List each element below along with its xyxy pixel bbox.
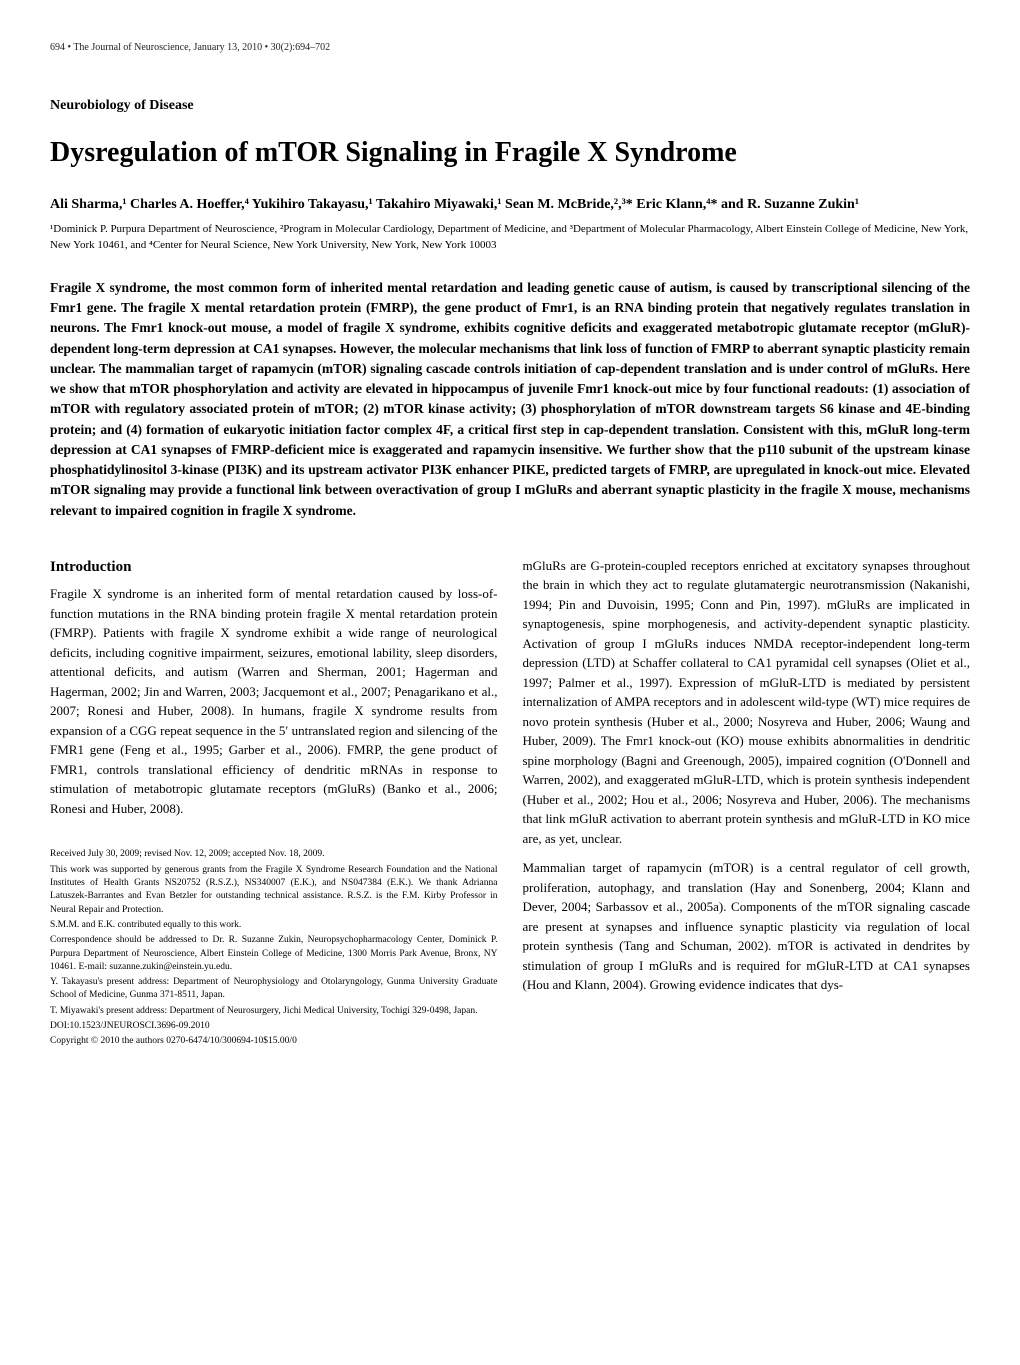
- correspondence-note: Correspondence should be addressed to Dr…: [50, 934, 498, 974]
- contribution-note: S.M.M. and E.K. contributed equally to t…: [50, 919, 498, 932]
- article-title: Dysregulation of mTOR Signaling in Fragi…: [50, 136, 970, 170]
- abstract-text: Fragile X syndrome, the most common form…: [50, 278, 970, 521]
- received-date: Received July 30, 2009; revised Nov. 12,…: [50, 848, 498, 861]
- right-paragraph-2: Mammalian target of rapamycin (mTOR) is …: [523, 858, 971, 995]
- funding-note: This work was supported by generous gran…: [50, 864, 498, 917]
- authors-list: Ali Sharma,¹ Charles A. Hoeffer,⁴ Yukihi…: [50, 195, 970, 215]
- right-column: mGluRs are G-protein-coupled receptors e…: [523, 556, 971, 1051]
- journal-header: 694 • The Journal of Neuroscience, Janua…: [50, 40, 970, 55]
- present-address-1: Y. Takayasu's present address: Departmen…: [50, 976, 498, 1003]
- copyright-text: Copyright © 2010 the authors 0270-6474/1…: [50, 1035, 498, 1048]
- page-number-header: 694 • The Journal of Neuroscience, Janua…: [50, 42, 330, 53]
- left-column: Introduction Fragile X syndrome is an in…: [50, 556, 498, 1051]
- article-category: Neurobiology of Disease: [50, 95, 970, 116]
- affiliations: ¹Dominick P. Purpura Department of Neuro…: [50, 222, 970, 253]
- present-address-2: T. Miyawaki's present address: Departmen…: [50, 1005, 498, 1018]
- introduction-text: Fragile X syndrome is an inherited form …: [50, 584, 498, 818]
- right-paragraph-1: mGluRs are G-protein-coupled receptors e…: [523, 556, 971, 849]
- introduction-heading: Introduction: [50, 556, 498, 579]
- doi-text: DOI:10.1523/JNEUROSCI.3696-09.2010: [50, 1020, 498, 1033]
- footnotes-block: Received July 30, 2009; revised Nov. 12,…: [50, 848, 498, 1048]
- two-column-layout: Introduction Fragile X syndrome is an in…: [50, 556, 970, 1051]
